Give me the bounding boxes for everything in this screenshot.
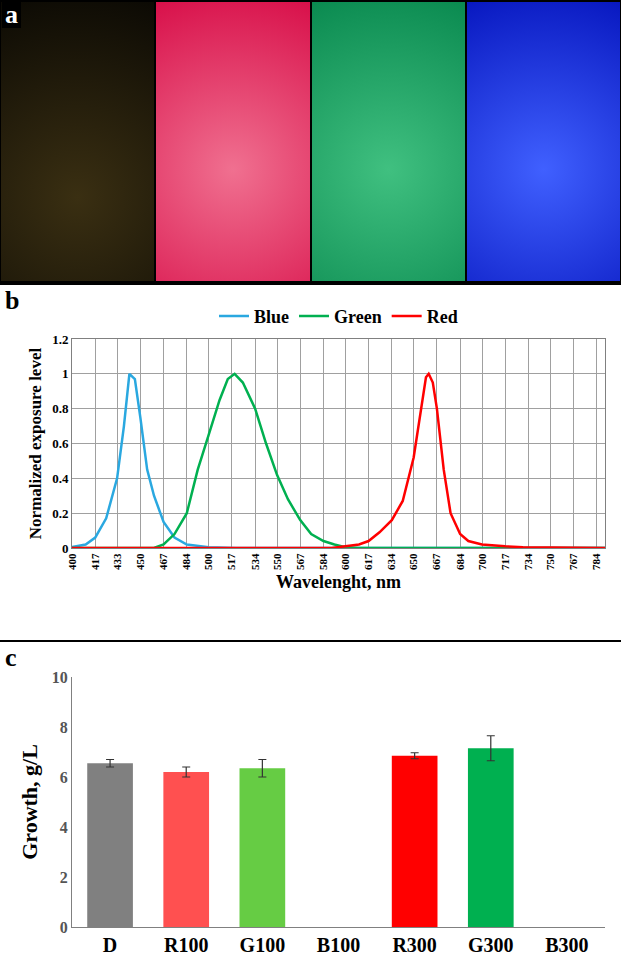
svg-text:584: 584 [317,553,329,570]
svg-text:700: 700 [476,553,488,570]
svg-text:784: 784 [590,553,602,570]
svg-text:634: 634 [385,553,397,570]
svg-text:Growth, g/L: Growth, g/L [17,744,42,860]
svg-text:R300: R300 [392,934,436,956]
svg-text:484: 484 [180,553,192,570]
svg-text:567: 567 [294,553,306,570]
svg-text:617: 617 [362,553,374,570]
svg-text:433: 433 [111,553,123,570]
svg-text:B100: B100 [317,934,360,956]
svg-text:0: 0 [62,541,69,556]
svg-text:Red: Red [427,307,458,327]
svg-text:Blue: Blue [254,307,289,327]
svg-text:Green: Green [334,307,382,327]
svg-text:0.8: 0.8 [52,401,69,416]
svg-text:717: 717 [499,553,511,570]
svg-text:550: 550 [271,553,283,570]
html-text:a: a [5,0,18,29]
svg-text:400: 400 [66,553,78,570]
svg-text:Normalized exposure level: Normalized exposure level [26,348,45,540]
svg-text:750: 750 [544,553,556,570]
html-text:c: c [5,643,17,672]
svg-text:8: 8 [60,719,68,736]
svg-text:1.2: 1.2 [52,332,68,347]
svg-text:450: 450 [134,553,146,570]
svg-text:0.4: 0.4 [52,471,69,486]
svg-text:0.6: 0.6 [52,436,69,451]
svg-text:6: 6 [60,769,68,786]
svg-text:650: 650 [407,553,419,570]
html-text:b: b [5,286,20,315]
svg-text:B300: B300 [545,934,588,956]
svg-text:600: 600 [339,553,351,570]
svg-text:667: 667 [430,553,442,570]
svg-text:1: 1 [62,366,69,381]
svg-text:734: 734 [522,553,534,570]
svg-text:10: 10 [52,669,68,686]
svg-text:0: 0 [60,919,68,936]
svg-text:534: 534 [249,553,261,570]
svg-text:G100: G100 [240,934,286,956]
svg-text:767: 767 [567,553,579,570]
svg-text:500: 500 [202,553,214,570]
svg-text:0.2: 0.2 [52,506,68,521]
svg-text:684: 684 [454,553,466,570]
svg-text:4: 4 [60,819,68,836]
svg-text:G300: G300 [468,934,514,956]
svg-text:D: D [103,934,117,956]
svg-text:517: 517 [225,553,237,570]
svg-text:2: 2 [60,869,68,886]
svg-text:Wavelenght, nm: Wavelenght, nm [276,572,401,592]
svg-text:417: 417 [89,553,101,570]
svg-text:467: 467 [157,553,169,570]
svg-text:R100: R100 [164,934,208,956]
